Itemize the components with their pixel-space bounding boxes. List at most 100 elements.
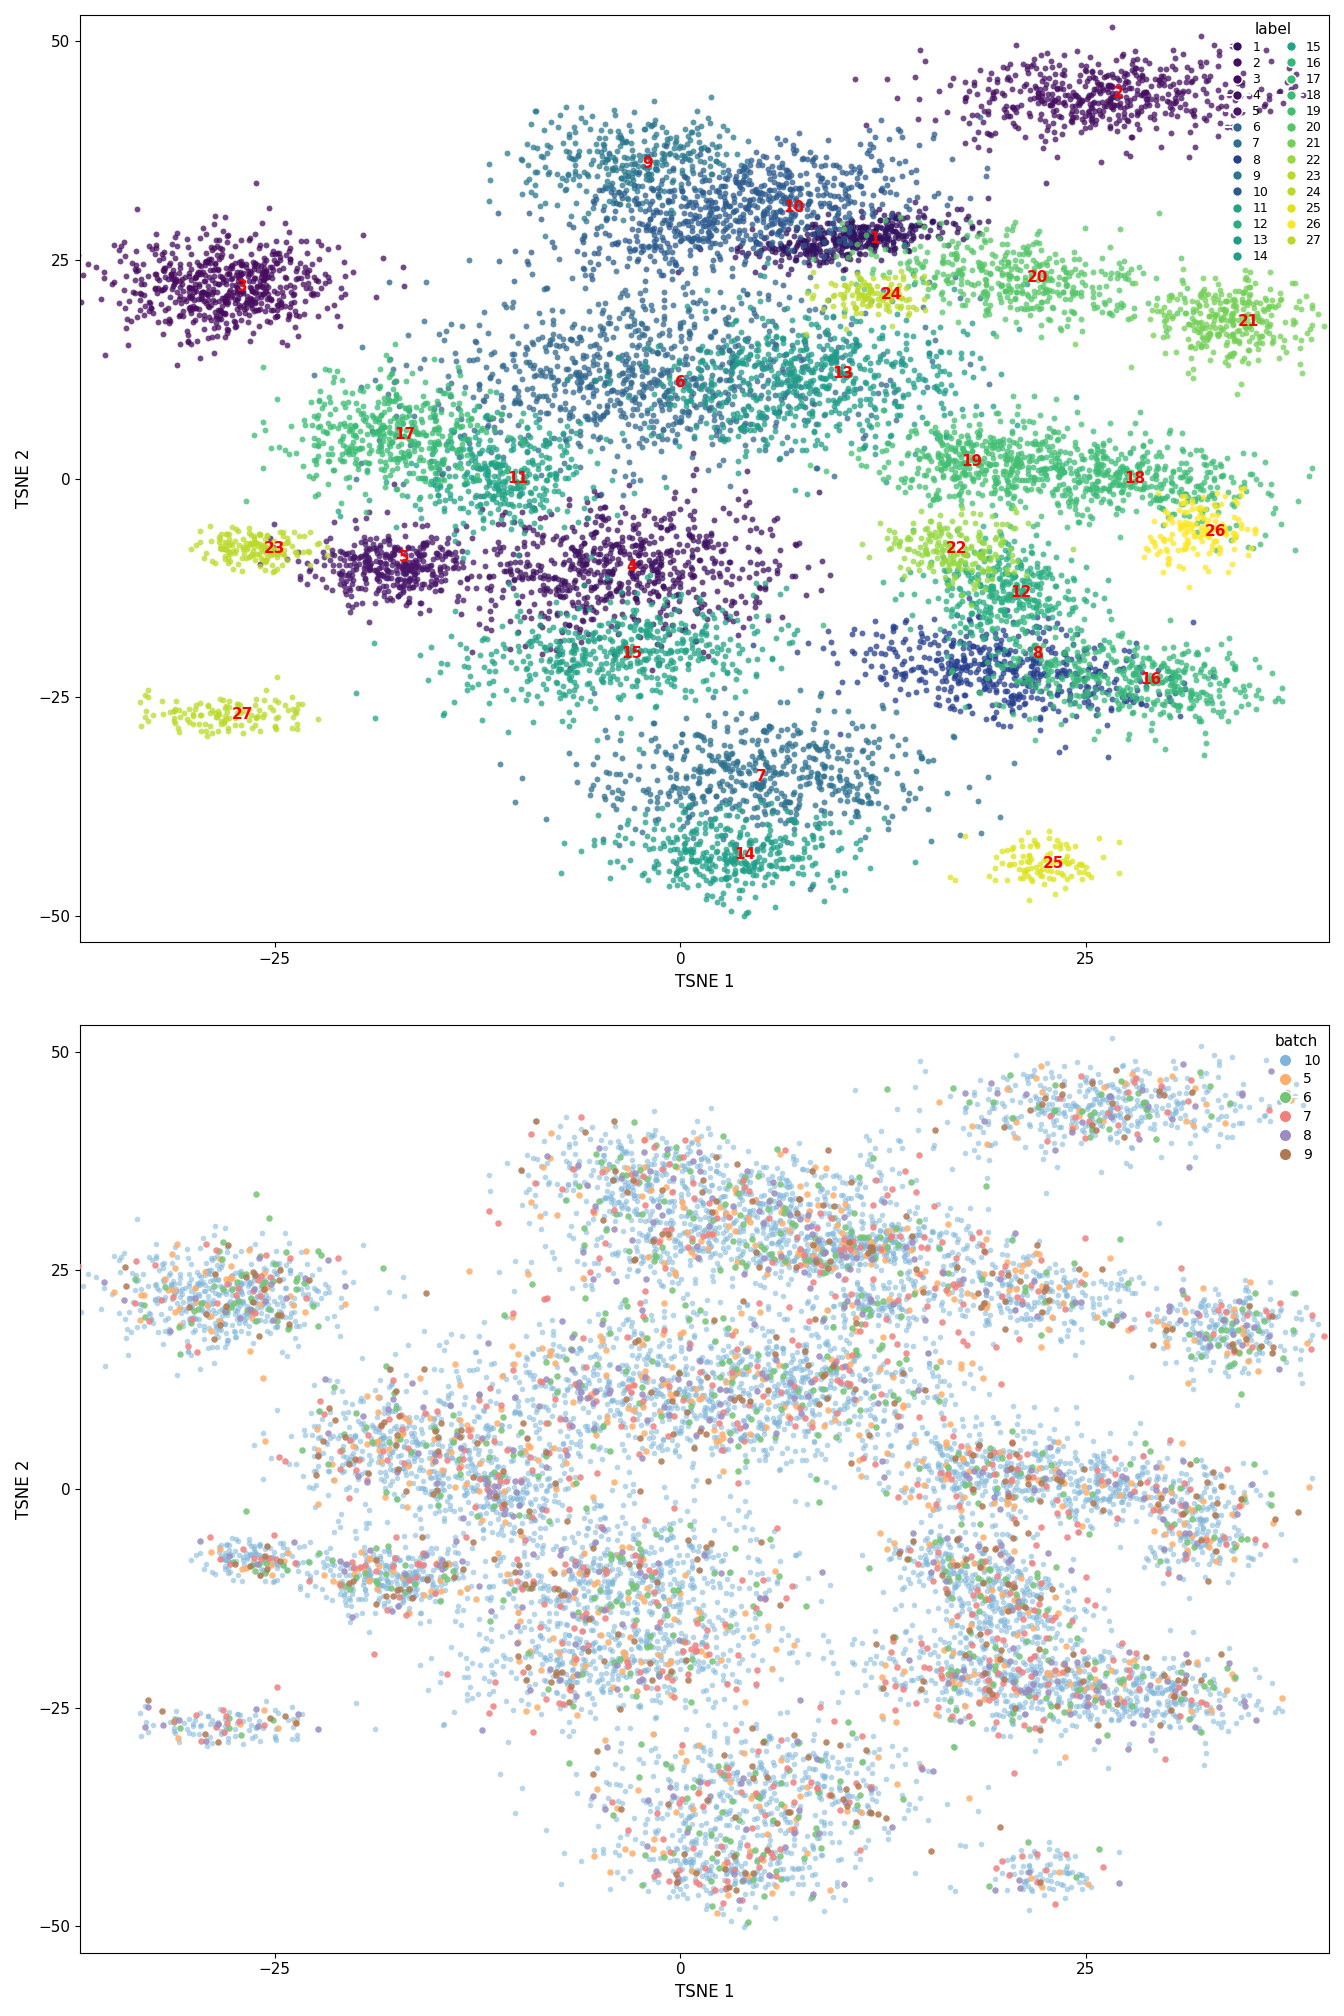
Point [606,639,628,671]
Point [161,1274,183,1306]
Point [372,1421,394,1454]
Point [723,1843,745,1875]
Point [629,1556,650,1589]
Point [684,510,706,542]
Point [1103,1675,1125,1708]
Point [945,456,966,488]
Point [1145,113,1167,145]
Point [562,1643,583,1675]
Point [831,742,852,774]
Point [671,1728,692,1760]
Point [622,1171,644,1204]
Point [509,472,531,504]
Point [448,579,469,611]
Point [465,1490,487,1522]
Point [1005,1286,1027,1318]
Point [1059,474,1081,506]
Point [898,1204,919,1236]
Point [1050,1843,1071,1875]
Point [579,685,601,718]
Point [1168,1486,1189,1518]
Point [927,581,949,613]
Point [1036,1125,1058,1157]
Point [797,187,818,220]
Point [395,550,417,583]
Point [1093,1470,1114,1502]
Point [554,623,575,655]
Point [638,1161,660,1193]
Point [797,550,818,583]
Point [1001,655,1023,687]
Point [419,1490,441,1522]
Point [704,1389,726,1421]
Point [948,1661,969,1693]
Point [519,1357,540,1389]
Point [616,1151,637,1183]
Point [988,1558,1009,1591]
Point [969,1423,991,1456]
Point [653,1841,675,1873]
Point [306,300,328,333]
Point [763,1185,785,1218]
Point [648,550,669,583]
Point [1239,1266,1261,1298]
Point [313,548,335,581]
Point [813,187,835,220]
Point [841,1780,863,1812]
Point [656,1246,677,1278]
Point [715,639,737,671]
Point [208,522,230,554]
Point [866,1238,887,1270]
Point [332,1439,353,1472]
Point [977,1083,999,1115]
Point [704,185,726,218]
Point [563,1121,585,1153]
Point [898,1228,919,1260]
Point [1258,292,1279,325]
Point [501,538,523,571]
Point [763,1748,785,1780]
Point [521,625,543,657]
Point [564,655,586,687]
Point [696,1857,718,1889]
Point [946,538,968,571]
Point [813,1250,835,1282]
Point [810,1833,832,1865]
Point [1074,444,1095,476]
Point [281,530,302,562]
Point [1116,643,1137,675]
Point [886,1327,907,1359]
Point [210,232,231,264]
Point [704,379,726,411]
Point [634,1189,656,1222]
Point [657,1524,679,1556]
Point [1025,1579,1047,1611]
Point [1003,1689,1024,1722]
Point [605,1585,626,1617]
Point [1056,847,1078,879]
Point [915,1322,937,1355]
Point [706,780,727,812]
Point [675,633,696,665]
Point [372,417,394,450]
Point [922,1546,943,1579]
Point [387,581,409,613]
Point [492,1510,513,1542]
Point [414,1472,435,1504]
Point [355,573,376,605]
Point [215,528,237,560]
Point [544,1643,566,1675]
Point [358,448,379,480]
Point [511,1464,532,1496]
Point [384,381,406,413]
Point [978,1673,1000,1706]
Point [1064,1861,1086,1893]
Point [1142,526,1164,558]
Point [407,1427,429,1460]
Point [695,302,716,335]
Point [388,571,410,603]
Point [222,1522,243,1554]
Point [641,1181,663,1214]
Point [872,337,894,369]
Point [348,548,370,581]
